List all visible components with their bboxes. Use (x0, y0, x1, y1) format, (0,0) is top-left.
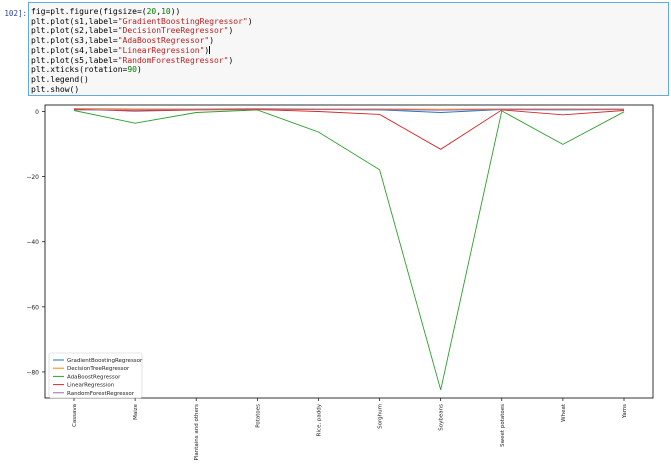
plot-frame (44, 104, 654, 399)
x-tick-label: Plantains and others (194, 404, 200, 461)
x-tick-label: Potatoes (255, 404, 261, 428)
legend-label: LinearRegression (67, 383, 115, 389)
legend-label: DecisionTreeRegressor (67, 366, 130, 372)
code-token: plt.plot(s4,label= (31, 45, 118, 55)
x-tick-label: Sweet potatoes (500, 404, 506, 447)
code-token: "GradientBoostingRegressor" (117, 16, 248, 26)
legend-label: AdaBoostRegressor (67, 374, 121, 380)
code-token: "AdaBoostRegressor" (117, 36, 210, 46)
series-line (73, 108, 624, 110)
code-cell-editor[interactable]: fig=plt.figure(figsize=(20,10)) plt.plot(… (28, 2, 669, 96)
code-line: plt.plot(s2,label="DecisionTreeRegressor… (31, 26, 233, 35)
code-token: plt.plot(s5,label= (31, 55, 118, 65)
code-token: plt.show() (31, 84, 80, 94)
code-line: fig=plt.figure(figsize=(20,10)) (31, 7, 180, 16)
x-tick-label: Yams (622, 404, 628, 419)
code-line: plt.plot(s5,label="RandomForestRegressor… (31, 56, 233, 65)
y-tick-label: −60 (26, 304, 39, 311)
code-token: ) (209, 36, 215, 46)
x-tick-label: Maize (133, 403, 139, 420)
legend-label: GradientBoostingRegressor (67, 358, 143, 364)
code-line: plt.legend() (31, 75, 89, 84)
series-line (73, 109, 625, 391)
code-token: plt.plot(s1,label= (31, 16, 118, 26)
code-line: plt.plot(s3,label="AdaBoostRegressor") (31, 36, 214, 45)
code-line: plt.show() (31, 85, 79, 94)
code-token: ) (247, 16, 253, 26)
x-tick-label: Cassava (72, 404, 78, 427)
series-line (73, 108, 625, 150)
cell-prompt: 102]: (4, 9, 27, 18)
x-tick-label: Soybeans (439, 404, 445, 431)
legend-box (48, 352, 143, 399)
code-token: plt.legend() (31, 74, 89, 84)
series-line (74, 108, 624, 111)
code-token: ) (136, 65, 142, 75)
code-token: fig=plt.figure(figsize=( (31, 7, 147, 16)
x-tick-label: Wheat (561, 403, 567, 422)
code-token: 20 (146, 7, 157, 16)
code-token: ) (204, 45, 210, 55)
code-token: "RandomForestRegressor" (117, 55, 229, 65)
code-token: )) (170, 7, 181, 16)
code-line: plt.xticks(rotation=90) (31, 65, 142, 74)
code-token: "DecisionTreeRegressor" (117, 26, 229, 36)
code-token: 90 (127, 65, 137, 75)
code-token: , (156, 7, 162, 16)
y-tick-label: −20 (26, 174, 39, 181)
x-tick-label: Rice, paddy (316, 403, 322, 436)
code-token: plt.xticks(rotation= (31, 65, 128, 75)
code-token: plt.plot(s2,label= (31, 26, 118, 36)
code-token: 10 (161, 7, 171, 16)
y-tick-label: −40 (26, 239, 39, 246)
x-tick-label: Sorghum (378, 404, 384, 429)
code-line: plt.plot(s4,label="LinearRegression") (31, 45, 211, 55)
code-token: plt.plot(s3,label= (31, 36, 118, 46)
code-token: "LinearRegression" (117, 45, 205, 55)
y-tick-label: −80 (26, 369, 39, 376)
code-token: ) (228, 26, 234, 36)
legend-label: RandomForestRegressor (67, 391, 135, 397)
text-cursor (209, 46, 211, 55)
code-token: ) (228, 55, 234, 65)
y-tick-label: 0 (35, 109, 39, 116)
code-line: plt.plot(s1,label="GradientBoostingRegre… (31, 17, 253, 26)
